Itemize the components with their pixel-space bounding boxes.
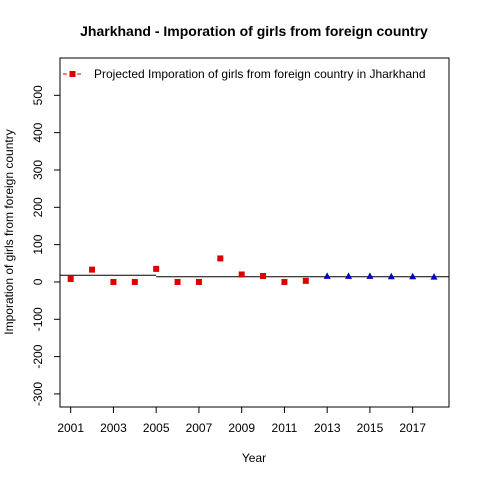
data-point-square (89, 266, 96, 273)
data-point-triangle (387, 272, 395, 280)
y-tick-label: -300 (31, 382, 45, 406)
data-point-square (110, 278, 117, 285)
x-axis-label: Year (242, 451, 266, 465)
x-tick-label: 2007 (186, 421, 213, 435)
y-tick-label: 100 (31, 234, 45, 254)
reference-lines (60, 274, 449, 278)
legend-label: Projected Imporation of girls from forei… (94, 67, 426, 81)
data-point-square (302, 277, 309, 284)
data-point-triangle (366, 272, 374, 279)
data-point-triangle (430, 273, 438, 280)
x-tick-label: 2003 (100, 421, 127, 435)
data-points (67, 255, 438, 285)
data-point-square (67, 275, 74, 282)
legend: Projected Imporation of girls from forei… (63, 67, 426, 81)
y-tick-label: -100 (31, 307, 45, 331)
x-tick-label: 2009 (228, 421, 255, 435)
data-point-square (260, 272, 267, 279)
y-tick-label: 400 (31, 122, 45, 142)
y-axis: -300 -200 -100 0 100 200 300 400 500 (31, 85, 60, 406)
data-point-triangle (345, 272, 353, 279)
data-point-square (131, 278, 138, 285)
x-tick-label: 2011 (272, 421, 298, 435)
data-point-triangle (323, 272, 331, 279)
x-tick-label: 2013 (314, 421, 341, 435)
x-tick-label: 2017 (399, 421, 426, 435)
y-tick-label: 0 (31, 278, 45, 285)
data-point-square (238, 271, 245, 278)
data-point-square (195, 278, 202, 285)
data-point-square (174, 278, 181, 285)
plot-frame (59, 57, 450, 408)
chart-title: Jharkhand - Imporation of girls from for… (80, 23, 428, 39)
data-point-square (281, 278, 288, 285)
data-point-triangle (409, 272, 417, 280)
x-tick-label: 2001 (57, 421, 84, 435)
x-tick-label: 2005 (143, 421, 170, 435)
y-tick-label: -200 (31, 344, 45, 368)
data-point-square (217, 255, 224, 262)
x-axis: 2001 2003 2005 2007 2009 2011 2013 2015 2017 (57, 407, 426, 435)
y-tick-label: 500 (31, 85, 45, 105)
y-tick-label: 200 (31, 197, 45, 217)
data-point-square (153, 265, 160, 272)
x-tick-label: 2015 (357, 421, 384, 435)
legend-marker (69, 71, 76, 77)
y-tick-label: 300 (31, 160, 45, 180)
y-axis-label: Imporation of girls from foreign country (2, 129, 16, 334)
